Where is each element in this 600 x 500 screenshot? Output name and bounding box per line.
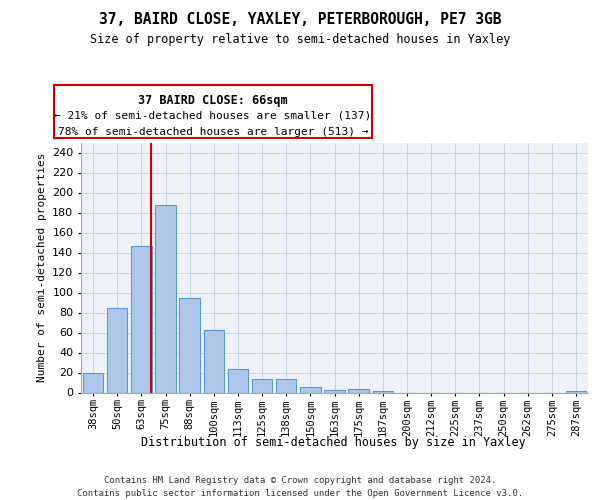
Text: Distribution of semi-detached houses by size in Yaxley: Distribution of semi-detached houses by … [140,436,526,449]
Bar [203,330,224,392]
Text: ← 21% of semi-detached houses are smaller (137): ← 21% of semi-detached houses are smalle… [55,110,371,120]
Text: 37, BAIRD CLOSE, YAXLEY, PETERBOROUGH, PE7 3GB: 37, BAIRD CLOSE, YAXLEY, PETERBOROUGH, P… [99,12,501,28]
Bar [276,378,296,392]
Bar [131,246,152,392]
Text: 78% of semi-detached houses are larger (513) →: 78% of semi-detached houses are larger (… [58,127,368,137]
Y-axis label: Number of semi-detached properties: Number of semi-detached properties [37,153,47,382]
Text: Contains public sector information licensed under the Open Government Licence v3: Contains public sector information licen… [77,489,523,498]
Bar [373,390,393,392]
Bar [107,308,127,392]
Text: 37 BAIRD CLOSE: 66sqm: 37 BAIRD CLOSE: 66sqm [138,94,288,108]
Bar [179,298,200,392]
Bar [324,390,345,392]
Bar [83,372,103,392]
Bar [155,204,176,392]
Bar [349,388,369,392]
Text: Contains HM Land Registry data © Crown copyright and database right 2024.: Contains HM Land Registry data © Crown c… [104,476,496,485]
Bar [300,386,320,392]
Bar [566,390,586,392]
Bar [252,378,272,392]
Text: Size of property relative to semi-detached houses in Yaxley: Size of property relative to semi-detach… [90,32,510,46]
Bar [227,368,248,392]
